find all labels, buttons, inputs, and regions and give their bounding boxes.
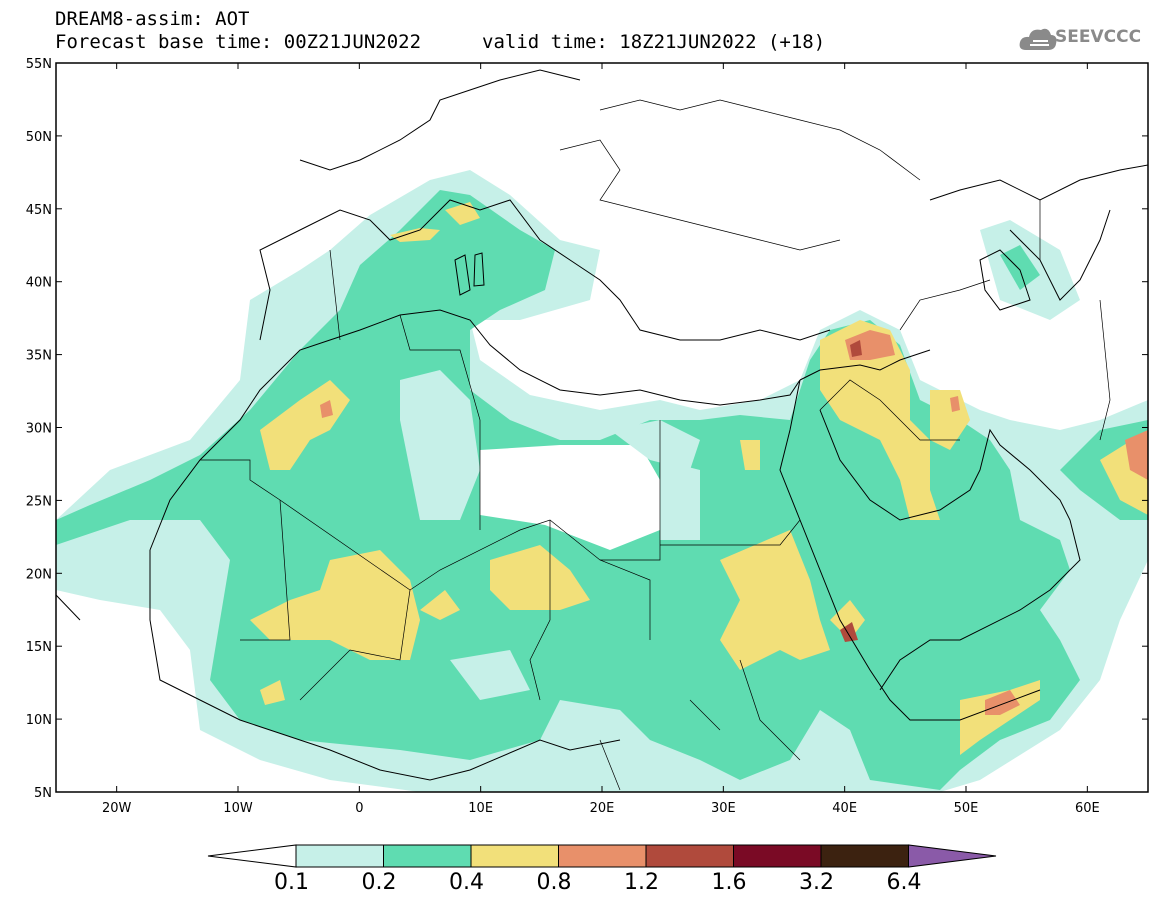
colorbar-level-label: 0.1 [274,870,309,895]
colorbar-box [733,844,822,868]
colorbar-level-label: 1.2 [624,870,659,895]
colorbar-level-label: 0.4 [449,870,484,895]
colorbar-max-arrow [908,844,997,868]
lon-label: 10W [223,801,253,816]
logo-text: SEEVCCC [1055,27,1142,47]
colorbar-min-arrow [207,844,297,868]
colorbar-box [558,844,647,868]
lon-label: 20E [590,801,615,816]
lat-label: 40N [26,276,52,291]
logo-cloud-icon [1019,28,1057,50]
lat-label: 45N [26,203,52,218]
lat-label: 35N [26,349,52,364]
lat-axis: 55N 50N 45N 40N 35N 30N 25N 20N 15N 10N 5N [26,57,1148,801]
lat-label: 50N [26,130,52,145]
lon-label: 30E [711,801,736,816]
colorbar [207,844,997,868]
colorbar-level-label: 3.2 [799,870,834,895]
colorbar-box [470,844,559,868]
lon-label: 10E [468,801,493,816]
map-title: DREAM8-assim: AOT [55,8,250,30]
lon-label: 40E [832,801,857,816]
lon-label: 60E [1075,801,1100,816]
lon-axis: 20W 10W 0 10E 20E 30E 40E 50E 60E [102,63,1100,816]
colorbar-box [645,844,734,868]
lat-label: 10N [26,713,52,728]
colorbar-level-label: 0.8 [536,870,572,895]
aot-contour-0.4 [250,550,420,660]
colorbar-level-label: 1.6 [711,870,747,895]
lon-label: 0 [355,801,363,816]
aot-contour-1.2 [850,340,862,357]
country-borders [200,99,1111,791]
valid-time: valid time: 18Z21JUN2022 (+18) [482,31,826,53]
lat-label: 20N [26,567,52,582]
lat-label: 55N [26,57,52,72]
lat-label: 30N [26,422,52,437]
colorbar-box [295,844,384,868]
colorbar-box [383,844,472,868]
lat-label: 25N [26,494,52,509]
lon-label: 50E [954,801,979,816]
colorbar-level-label: 0.2 [361,870,397,895]
coastlines [56,69,1148,781]
lat-label: 5N [34,786,52,801]
colorbar-level-label: 6.4 [886,870,922,895]
colorbar-box [820,844,909,868]
lat-label: 15N [26,640,52,655]
lon-label: 20W [102,801,132,816]
aot-field [56,170,1148,792]
forecast-base-time: Forecast base time: 00Z21JUN2022 [55,31,422,53]
